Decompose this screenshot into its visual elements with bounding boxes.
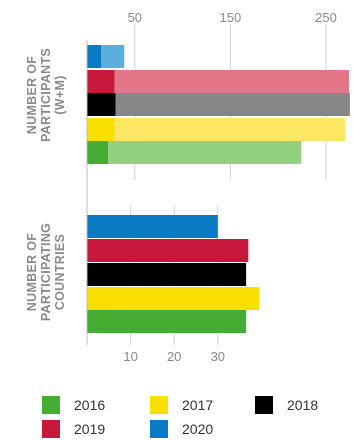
chart: 50 150 250 10 20 30 NUMBER OFPARTICIPANTS(W+… bbox=[25, 10, 350, 364]
countries-bars bbox=[87, 215, 260, 333]
participants-bars bbox=[87, 45, 350, 164]
legend: 2016 2017 2018 2019 2020 bbox=[40, 394, 340, 440]
glabel-bottom-line-0: NUMBER OF bbox=[25, 233, 39, 311]
countries-group-label: NUMBER OFPARTICIPATINGCOUNTRIES bbox=[25, 223, 67, 321]
bar-countries-2018 bbox=[87, 263, 247, 286]
tick-label-top-250: 250 bbox=[315, 10, 337, 25]
participants-group-label: NUMBER OFPARTICIPANTS(W+M) bbox=[25, 48, 67, 142]
bar-participants-w-2020 bbox=[87, 45, 102, 68]
legend-label-2020: 2020 bbox=[182, 421, 214, 437]
bar-participants-w-2016 bbox=[87, 141, 109, 164]
bar-participants-w-2019 bbox=[87, 70, 115, 93]
legend-swatch-2019 bbox=[42, 420, 60, 438]
glabel-bottom-line-2: COUNTRIES bbox=[53, 234, 67, 310]
bar-participants-m-2016 bbox=[108, 141, 302, 164]
legend-label-2018: 2018 bbox=[287, 397, 319, 413]
glabel-top-line-0: NUMBER OF bbox=[25, 56, 39, 134]
legend-label-2019: 2019 bbox=[74, 421, 106, 437]
bar-participants-w-2018 bbox=[87, 93, 116, 116]
bar-countries-2020 bbox=[87, 215, 218, 238]
tick-label-bottom-20: 20 bbox=[167, 349, 181, 364]
bar-countries-2017 bbox=[87, 287, 260, 310]
top-axis-ticks: 50 150 250 bbox=[128, 10, 337, 25]
bar-participants-m-2018 bbox=[115, 93, 350, 116]
glabel-top-line-2: (W+M) bbox=[53, 75, 67, 114]
bar-countries-2016 bbox=[87, 310, 247, 333]
bar-countries-2019 bbox=[87, 239, 249, 262]
legend-label-2017: 2017 bbox=[182, 397, 214, 413]
tick-label-bottom-30: 30 bbox=[211, 349, 225, 364]
legend-item-2017: 2017 bbox=[150, 396, 213, 414]
glabel-bottom-line-1: PARTICIPATING bbox=[39, 223, 53, 321]
legend-swatch-2017 bbox=[150, 396, 168, 414]
tick-label-top-150: 150 bbox=[220, 10, 242, 25]
bar-participants-m-2020 bbox=[101, 45, 125, 68]
legend-label-2016: 2016 bbox=[74, 397, 106, 413]
legend-swatch-2016 bbox=[42, 396, 60, 414]
legend-item-2018: 2018 bbox=[255, 396, 318, 414]
legend-item-2016: 2016 bbox=[42, 396, 105, 414]
legend-swatch-2020 bbox=[150, 420, 168, 438]
tick-label-top-50: 50 bbox=[128, 10, 142, 25]
legend-swatch-2018 bbox=[255, 396, 273, 414]
bar-participants-m-2017 bbox=[114, 118, 346, 141]
glabel-top-line-1: PARTICIPANTS bbox=[39, 48, 53, 142]
legend-item-2020: 2020 bbox=[150, 420, 213, 438]
bar-participants-w-2017 bbox=[87, 118, 115, 141]
tick-label-bottom-10: 10 bbox=[123, 349, 137, 364]
legend-item-2019: 2019 bbox=[42, 420, 105, 438]
bar-participants-m-2019 bbox=[114, 70, 349, 93]
bottom-axis-ticks: 10 20 30 bbox=[123, 349, 225, 364]
